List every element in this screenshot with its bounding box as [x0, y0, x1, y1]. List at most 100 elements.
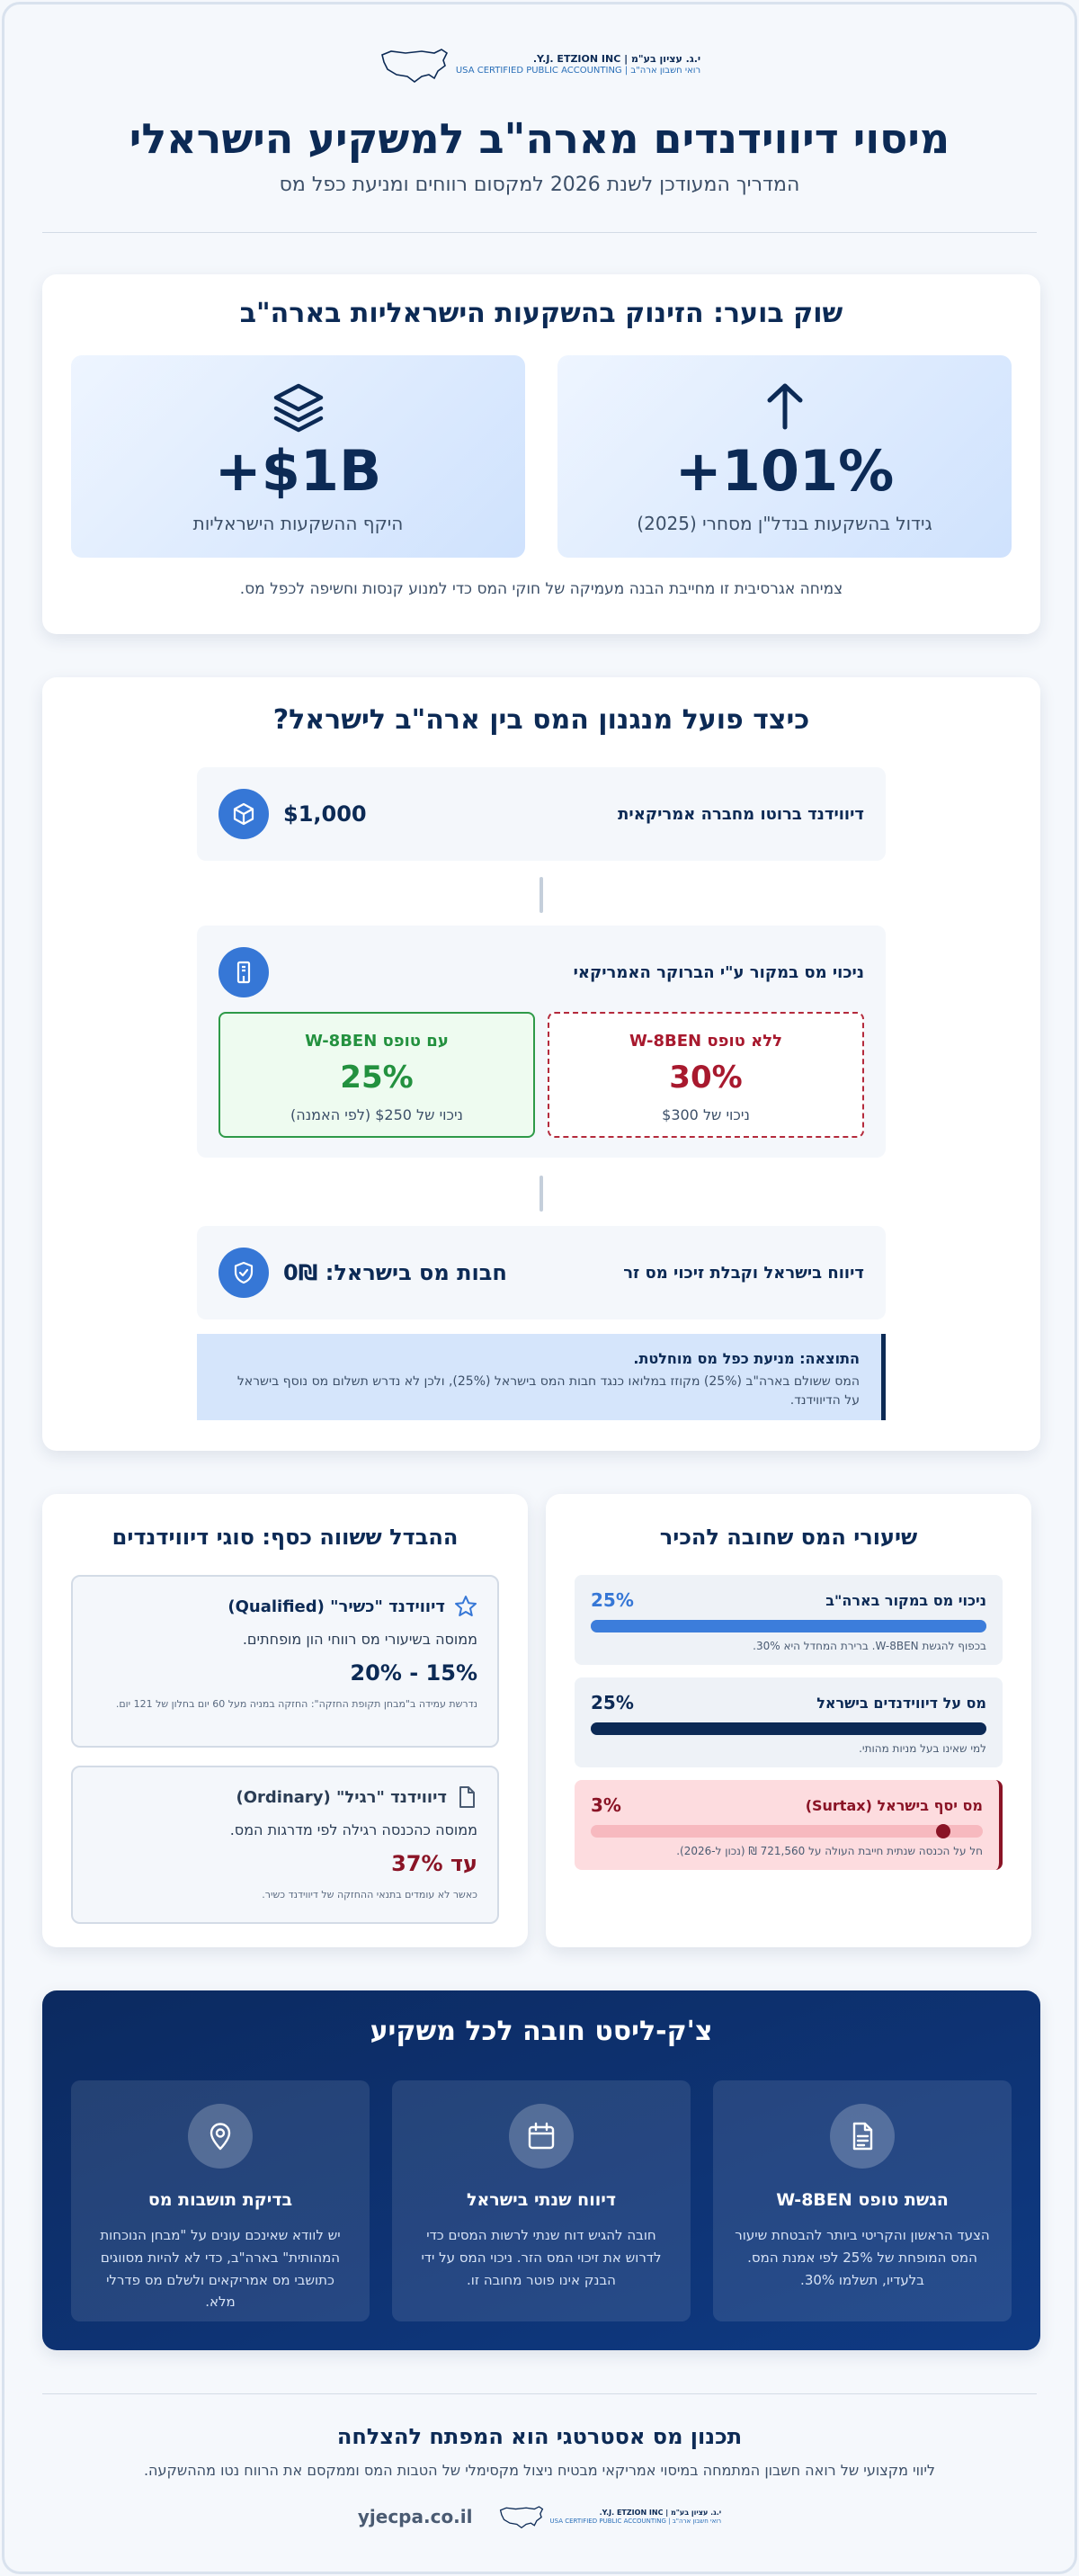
market-note: צמיחה אגרסיבית זו מחייבת הבנה מעמיקה של … — [239, 580, 843, 598]
volume-stat-card: +$1B היקף ההשקעות הישראליות — [71, 355, 525, 558]
rate-note: למי שאינו בעל מניות מהותי. — [859, 1742, 986, 1755]
rate-bar — [591, 1722, 986, 1735]
layers-icon — [273, 383, 323, 433]
calendar-icon — [509, 2104, 574, 2169]
with-form-rate: 25% — [340, 1060, 414, 1096]
qualified-name: דיווידנד "כשיר" (Qualified) — [227, 1597, 445, 1616]
tax-mechanism-section: כיצד פועל מנגנון המס בין ארה"ב לישראל? ד… — [42, 677, 1040, 1451]
market-section: שוק בוער: הזינוק בהשקעות הישראליות בארה"… — [42, 274, 1040, 634]
footer-logo-line-1: י.ג. עציון בע"מ | Y.J. ETZION INC. — [599, 2509, 722, 2517]
map-pin-icon — [188, 2104, 253, 2169]
qualified-desc: ממוסה בשיעורי מס רווחי הון מופחתים. — [242, 1631, 477, 1648]
shield-check-icon — [218, 1248, 269, 1298]
qualified-note: נדרשת עמידה ב"מבחן תקופת החזקה": החזקה ב… — [115, 1698, 477, 1710]
without-form-rate: 30% — [669, 1060, 743, 1096]
website-link[interactable]: yjecpa.co.il — [357, 2506, 473, 2527]
header: י.ג. עציון בע"מ | Y.J. ETZION INC. רואי … — [4, 4, 1075, 233]
usa-map-icon — [499, 2506, 543, 2529]
with-form-title: עם טופס W-8BEN — [305, 1032, 449, 1051]
rate-value: 25% — [591, 1692, 634, 1713]
rate-value: 25% — [591, 1589, 634, 1611]
step1-amount: $1,000 — [283, 801, 367, 827]
result-text: המס ששולם בארה"ב (25%) מקוזז במלואו כנגד… — [236, 1374, 860, 1408]
checklist-item-title: בדיקת תושבות מס — [147, 2190, 293, 2210]
types-title: ההבדל ששווה כסף: סוגי דיווידנדים — [111, 1525, 459, 1550]
file-text-icon — [830, 2104, 895, 2169]
rates-title: שיעורי המס שחובה להכיר — [659, 1525, 918, 1550]
logo-line-1: י.ג. עציון בע"מ | Y.J. ETZION INC. — [532, 53, 701, 66]
checklist-section: צ'ק-ליסט חובה לכל משקיע הגשת טופס W-8BEN… — [42, 1990, 1040, 2350]
footer-logo-line-2: רואי חשבון ארה"ב | USA CERTIFIED PUBLIC … — [549, 2517, 722, 2525]
usa-map-icon — [380, 49, 448, 83]
rate-bar — [591, 1824, 983, 1838]
rate-name: מס יסף בישראל (Surtax) — [805, 1796, 983, 1814]
dividend-types-section: ההבדל ששווה כסף: סוגי דיווידנדים דיווידנ… — [42, 1494, 528, 1947]
step1-text: דיווידנד ברוטו מחברה אמריקאית — [618, 804, 864, 824]
ordinary-note: כאשר לא עומדים בתנאי ההחזקה של דיווידנד … — [262, 1889, 477, 1901]
rate-note: חל על הכנסה שנתית חייבת העולה על 721,560… — [676, 1845, 983, 1857]
growth-stat-card: +101% גידול בהשקעות בנדל"ן מסחרי (2025) — [557, 355, 1012, 558]
header-divider — [42, 232, 1037, 233]
without-form-box: ללא טופס W-8BEN 30% ניכוי של $300 — [548, 1012, 864, 1138]
company-logo: י.ג. עציון בע"מ | Y.J. ETZION INC. רואי … — [379, 42, 700, 87]
without-form-note: ניכוי של $300 — [662, 1106, 750, 1123]
footer-bottom: yjecpa.co.il י.ג. עציון בע"מ | Y.J. ETZI… — [4, 2501, 1075, 2532]
footer-title: תכנון מס אסטרטגי הוא המפתח להצלחה — [336, 2424, 743, 2449]
checklist-item-w8ben: הגשת טופס W-8BEN הצעד הראשון והקריטי ביו… — [713, 2080, 1012, 2321]
step2-text: ניכוי מס במקור ע"י הברוקר האמריקאי — [573, 962, 864, 982]
checklist-item-text: חובה להגיש דוח שנתי לרשות המסים כדי לדרו… — [421, 2227, 662, 2288]
cube-icon — [218, 789, 269, 839]
rate-bar-fill — [591, 1722, 986, 1735]
without-form-title: ללא טופס W-8BEN — [629, 1032, 783, 1051]
rate-item-israel-dividend: מס על דיווידנדים בישראל 25% למי שאינו בע… — [575, 1677, 1003, 1767]
volume-value: +$1B — [214, 438, 382, 504]
growth-label: גידול בהשקעות בנדל"ן מסחרי (2025) — [637, 513, 932, 534]
checklist-item-title: הגשת טופס W-8BEN — [776, 2190, 949, 2210]
rate-bar-fill — [591, 1620, 986, 1632]
footer-logo: י.ג. עציון בע"מ | Y.J. ETZION INC. רואי … — [498, 2501, 722, 2532]
checklist-item-residency: בדיקת תושבות מס יש לוודא שאינכם עונים על… — [71, 2080, 370, 2321]
document-icon — [459, 1786, 475, 1808]
footer-divider — [42, 2393, 1037, 2394]
growth-value: +101% — [674, 438, 895, 504]
result-title: התוצאה: מניעת כפל מס מוחלטת. — [633, 1350, 860, 1367]
building-icon — [218, 947, 269, 997]
page-subtitle: המדריך המעודכן לשנת 2026 למקסום רווחים ו… — [279, 174, 800, 196]
rate-bar-marker — [935, 1824, 950, 1838]
rate-bar — [591, 1620, 986, 1632]
mechanism-title: כיצד פועל מנגנון המס בין ארה"ב לישראל? — [272, 704, 810, 736]
rate-item-us-withholding: ניכוי מס במקור בארה"ב 25% בכפוף להגשת W-… — [575, 1575, 1003, 1665]
checklist-item-text: יש לוודא שאינכם עונים על "מבחן הנוכחות ה… — [100, 2227, 341, 2311]
flow-connector — [540, 1176, 543, 1212]
ordinary-desc: ממוסה כהכנסה רגילה לפי מדרגות המס. — [229, 1821, 477, 1838]
arrow-up-icon — [767, 383, 802, 430]
with-form-box: עם טופס W-8BEN 25% ניכוי של $250 (לפי הא… — [218, 1012, 535, 1138]
qualified-dividend-card: דיווידנד "כשיר" (Qualified) ממוסה בשיעור… — [71, 1575, 499, 1748]
ordinary-name: דיווידנד "רגיל" (Ordinary) — [236, 1787, 448, 1807]
flow-step-withholding: ניכוי מס במקור ע"י הברוקר האמריקאי ללא ט… — [197, 926, 886, 1158]
rate-value: 3% — [591, 1794, 621, 1816]
rate-note: בכפוף להגשת W-8BEN. ברירת המחדל היא 30%. — [753, 1640, 986, 1652]
market-title: שוק בוער: הזינוק בהשקעות הישראליות בארה"… — [239, 298, 843, 329]
star-icon — [455, 1596, 477, 1616]
rate-name: מס על דיווידנדים בישראל — [816, 1694, 986, 1712]
flow-connector — [540, 877, 543, 913]
flow-step-gross-dividend: דיווידנד ברוטו מחברה אמריקאית $1,000 — [197, 767, 886, 861]
checklist-item-annual-report: דיווח שנתי בישראל חובה להגיש דוח שנתי לר… — [392, 2080, 691, 2321]
page-title: מיסוי דיווידנדים מארה"ב למשקיע הישראלי — [129, 114, 950, 163]
step3-amount: חבות מס בישראל: 0₪ — [283, 1260, 507, 1285]
footer-text: ליווי מקצועי של רואה חשבון המתמחה במיסוי… — [143, 2462, 936, 2479]
rate-name: ניכוי מס במקור בארה"ב — [825, 1591, 986, 1609]
rate-item-surtax: מס יסף בישראל (Surtax) 3% חל על הכנסה שנ… — [575, 1780, 1003, 1870]
with-form-note: ניכוי של $250 (לפי האמנה) — [290, 1106, 463, 1123]
checklist-item-title: דיווח שנתי בישראל — [466, 2190, 617, 2210]
checklist-title: צ'ק-ליסט חובה לכל משקיע — [370, 2016, 713, 2047]
ordinary-rate: עד 37% — [391, 1851, 477, 1876]
result-box: התוצאה: מניעת כפל מס מוחלטת. המס ששולם ב… — [197, 1334, 886, 1420]
qualified-rate: 15% - 20% — [350, 1660, 477, 1686]
volume-label: היקף ההשקעות הישראליות — [192, 513, 404, 534]
flow-step-israel-report: דיווח בישראל וקבלת זיכוי מס זר חבות מס ב… — [197, 1226, 886, 1319]
logo-line-2: רואי חשבון ארה"ב | USA CERTIFIED PUBLIC … — [455, 65, 701, 76]
step3-text: דיווח בישראל וקבלת זיכוי מס זר — [623, 1263, 864, 1283]
